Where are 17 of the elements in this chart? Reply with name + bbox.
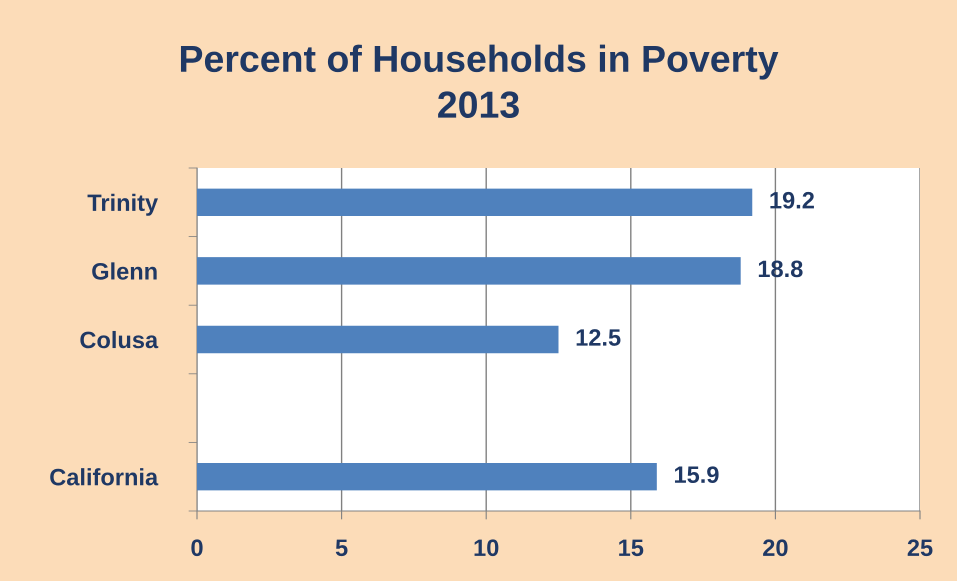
y-tick-label: Glenn: [92, 262, 157, 280]
x-tick-label: 15: [619, 540, 644, 556]
y-tick-label: Trinity: [88, 194, 158, 216]
data-label: 12.5: [576, 329, 620, 346]
y-tick-label: California: [50, 468, 158, 486]
x-tick-label: 0: [191, 539, 203, 556]
x-tick-label: 10: [474, 539, 498, 556]
bar: [197, 257, 741, 285]
bar: [197, 462, 657, 490]
data-label: 15.9: [674, 466, 719, 484]
x-tick-label: 25: [908, 539, 932, 556]
chart-title: Percent of Households in Poverty 2013: [180, 44, 778, 118]
y-tick-label: Colusa: [80, 330, 158, 348]
bar: [197, 326, 558, 354]
x-tick-label: 5: [336, 540, 348, 556]
x-tick-label: 20: [763, 539, 788, 556]
bar: [197, 188, 752, 216]
